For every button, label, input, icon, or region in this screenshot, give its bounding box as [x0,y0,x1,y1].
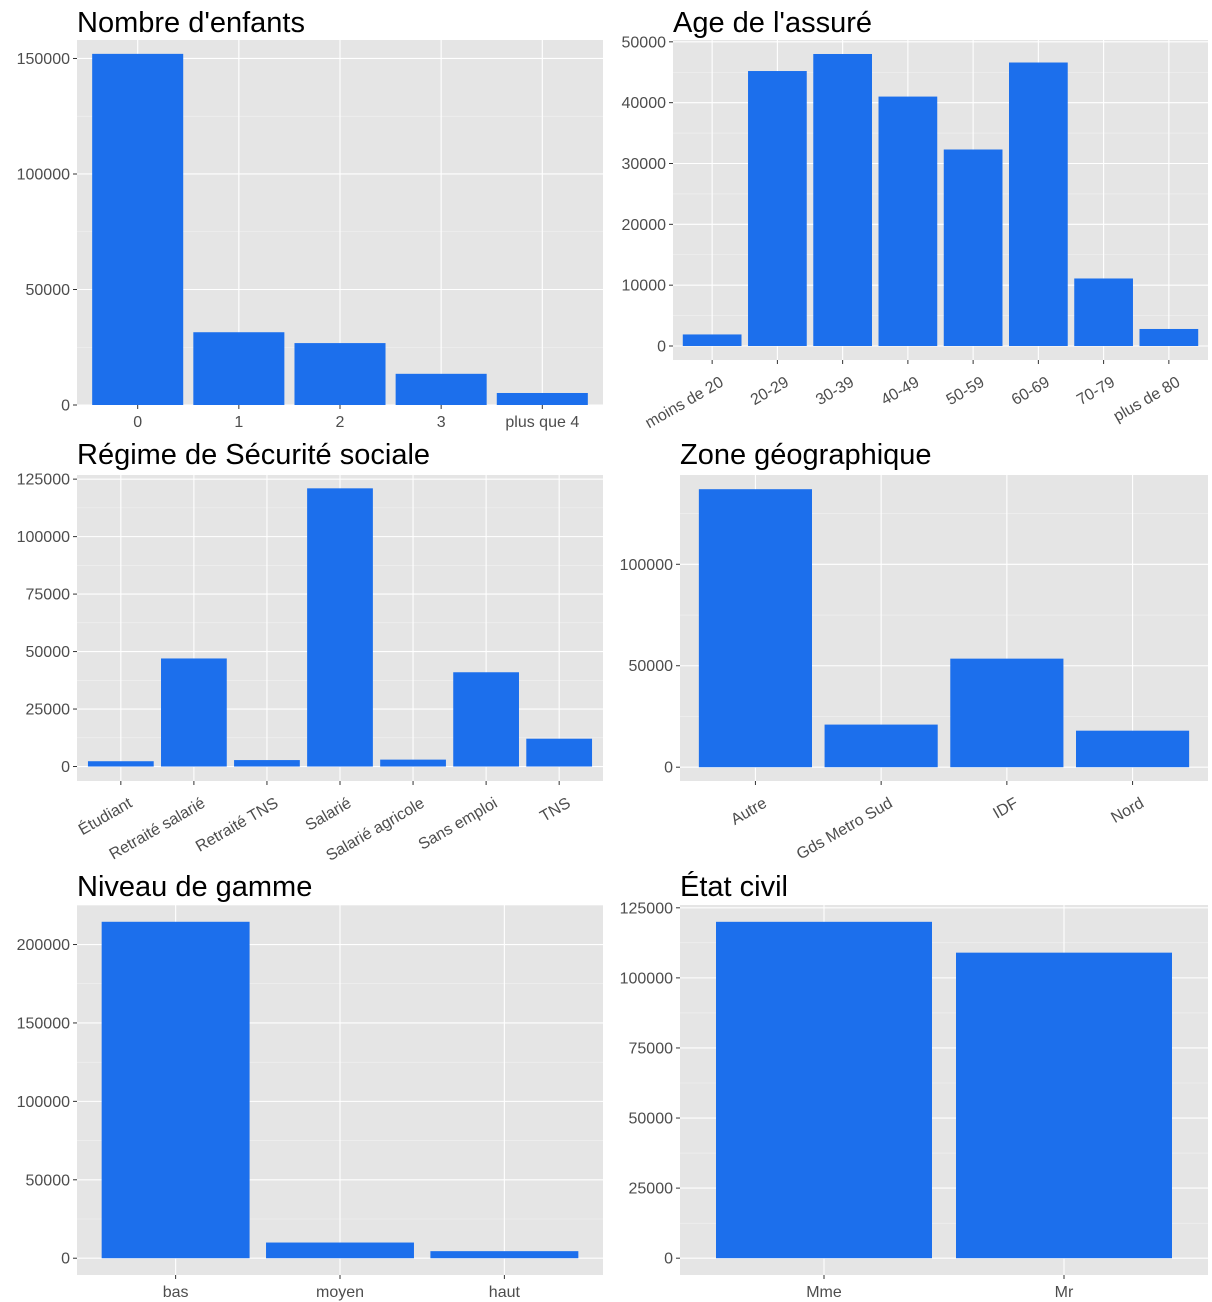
bar [161,658,227,767]
y-tick-label: 50000 [629,658,674,675]
chart-1: Nombre d'enfants 0 50000 100000 150000 0 1 2 3 pl… [17,7,603,431]
x-tick-label: TNS [537,795,573,826]
bar [496,392,588,405]
x-tick-label: 0 [133,414,142,431]
bar [950,658,1064,768]
x-tick-label: Sans emploi [416,795,501,854]
y-tick-label: 0 [61,759,70,776]
chart-title: Nombre d'enfants [77,7,305,39]
bar [234,760,300,767]
y-tick-label: 125000 [17,472,70,489]
x-tick-label: 1 [234,414,243,431]
bar [430,1251,579,1259]
bar [698,489,812,768]
bar [266,1242,414,1259]
x-tick-label: 50-59 [944,374,988,409]
bar [956,952,1172,1259]
y-tick-label: 25000 [26,702,71,719]
bar [294,343,386,405]
y-tick-label: 150000 [17,51,70,68]
chart-title: Niveau de gamme [77,871,312,903]
bar [395,373,487,405]
bar [453,672,519,767]
x-tick-label: 70-79 [1074,374,1118,409]
y-tick-label: 40000 [622,95,667,112]
x-tick-label: Nord [1108,795,1147,827]
x-tick-label: 3 [437,414,446,431]
y-tick-label: 25000 [629,1181,674,1198]
x-tick-label: 2 [336,414,345,431]
x-tick-label: 40-49 [878,374,922,409]
x-tick-label: moyen [316,1284,364,1301]
y-tick-label: 200000 [17,937,70,954]
x-tick-label: Autre [728,795,770,829]
x-tick-label: plus que 4 [505,414,579,431]
chart-title: Régime de Sécurité sociale [77,439,430,471]
bar [716,921,932,1259]
x-tick-label: Mr [1055,1284,1074,1301]
bar [87,761,154,767]
y-tick-label: 0 [664,760,673,777]
y-tick-label: 100000 [17,1094,70,1111]
y-tick-label: 100000 [17,529,70,546]
y-tick-label: 75000 [26,587,71,604]
y-tick-label: 30000 [622,156,667,173]
x-tick-label: Salarié [303,795,355,835]
x-tick-label: 20-29 [748,374,792,409]
bar [943,149,1003,347]
x-tick-label: Mme [806,1284,842,1301]
chart-2: Age de l'assuré 0 10000 20000 30000 40000 5000… [622,7,1208,432]
y-tick-label: 20000 [622,217,667,234]
y-tick-label: 0 [61,1251,70,1268]
y-tick-label: 100000 [620,557,673,574]
bar [682,334,742,347]
x-tick-label: haut [489,1284,521,1301]
x-tick-label: IDF [990,795,1021,823]
bar [813,53,872,347]
x-tick-label: plus de 80 [1111,374,1184,426]
y-tick-label: 0 [657,339,666,356]
y-tick-label: 0 [61,398,70,415]
y-tick-label: 50000 [622,34,667,51]
chart-5: Niveau de gamme 0 50000 100000 150000 200000 b… [17,871,603,1301]
x-tick-label: Retraité TNS [193,795,281,856]
bar [1076,730,1190,768]
bar [380,759,446,767]
bar [307,488,373,767]
chart-4: Zone géographique 0 50000 100000 Autre Gds Me… [620,439,1208,863]
chart-title: Age de l'assuré [673,7,872,39]
bar [824,724,938,768]
y-tick-label: 50000 [26,1172,71,1189]
chart-3: Régime de Sécurité sociale 0 25000 50000 750… [17,439,603,865]
y-tick-label: 100000 [17,166,70,183]
x-tick-label: moins de 20 [643,374,727,432]
bar [92,53,184,406]
x-tick-label: Étudiant [75,793,136,839]
chart-title: Zone géographique [680,439,932,471]
bar [526,738,593,767]
bar [101,921,250,1259]
x-tick-label: bas [163,1284,189,1301]
y-tick-label: 50000 [26,644,71,661]
bar [193,332,285,405]
y-tick-label: 100000 [620,970,673,987]
bar [878,96,938,347]
chart-6: État civil 0 25000 50000 75000 100000 125000 Mm… [620,870,1208,1301]
x-tick-label: 60-69 [1009,374,1053,409]
y-tick-label: 150000 [17,1015,70,1032]
y-tick-label: 50000 [26,282,71,299]
y-tick-label: 10000 [622,278,667,295]
y-tick-label: 125000 [620,900,673,917]
bar [1139,328,1199,347]
y-tick-label: 75000 [629,1040,674,1057]
y-tick-label: 50000 [629,1111,674,1128]
bar [748,71,807,347]
x-tick-label: 30-39 [813,374,857,409]
bar [1009,62,1068,347]
x-tick-label: Gds Metro Sud [794,795,896,864]
chart-title: État civil [680,870,788,903]
y-tick-label: 0 [664,1251,673,1268]
bar [1074,278,1133,347]
